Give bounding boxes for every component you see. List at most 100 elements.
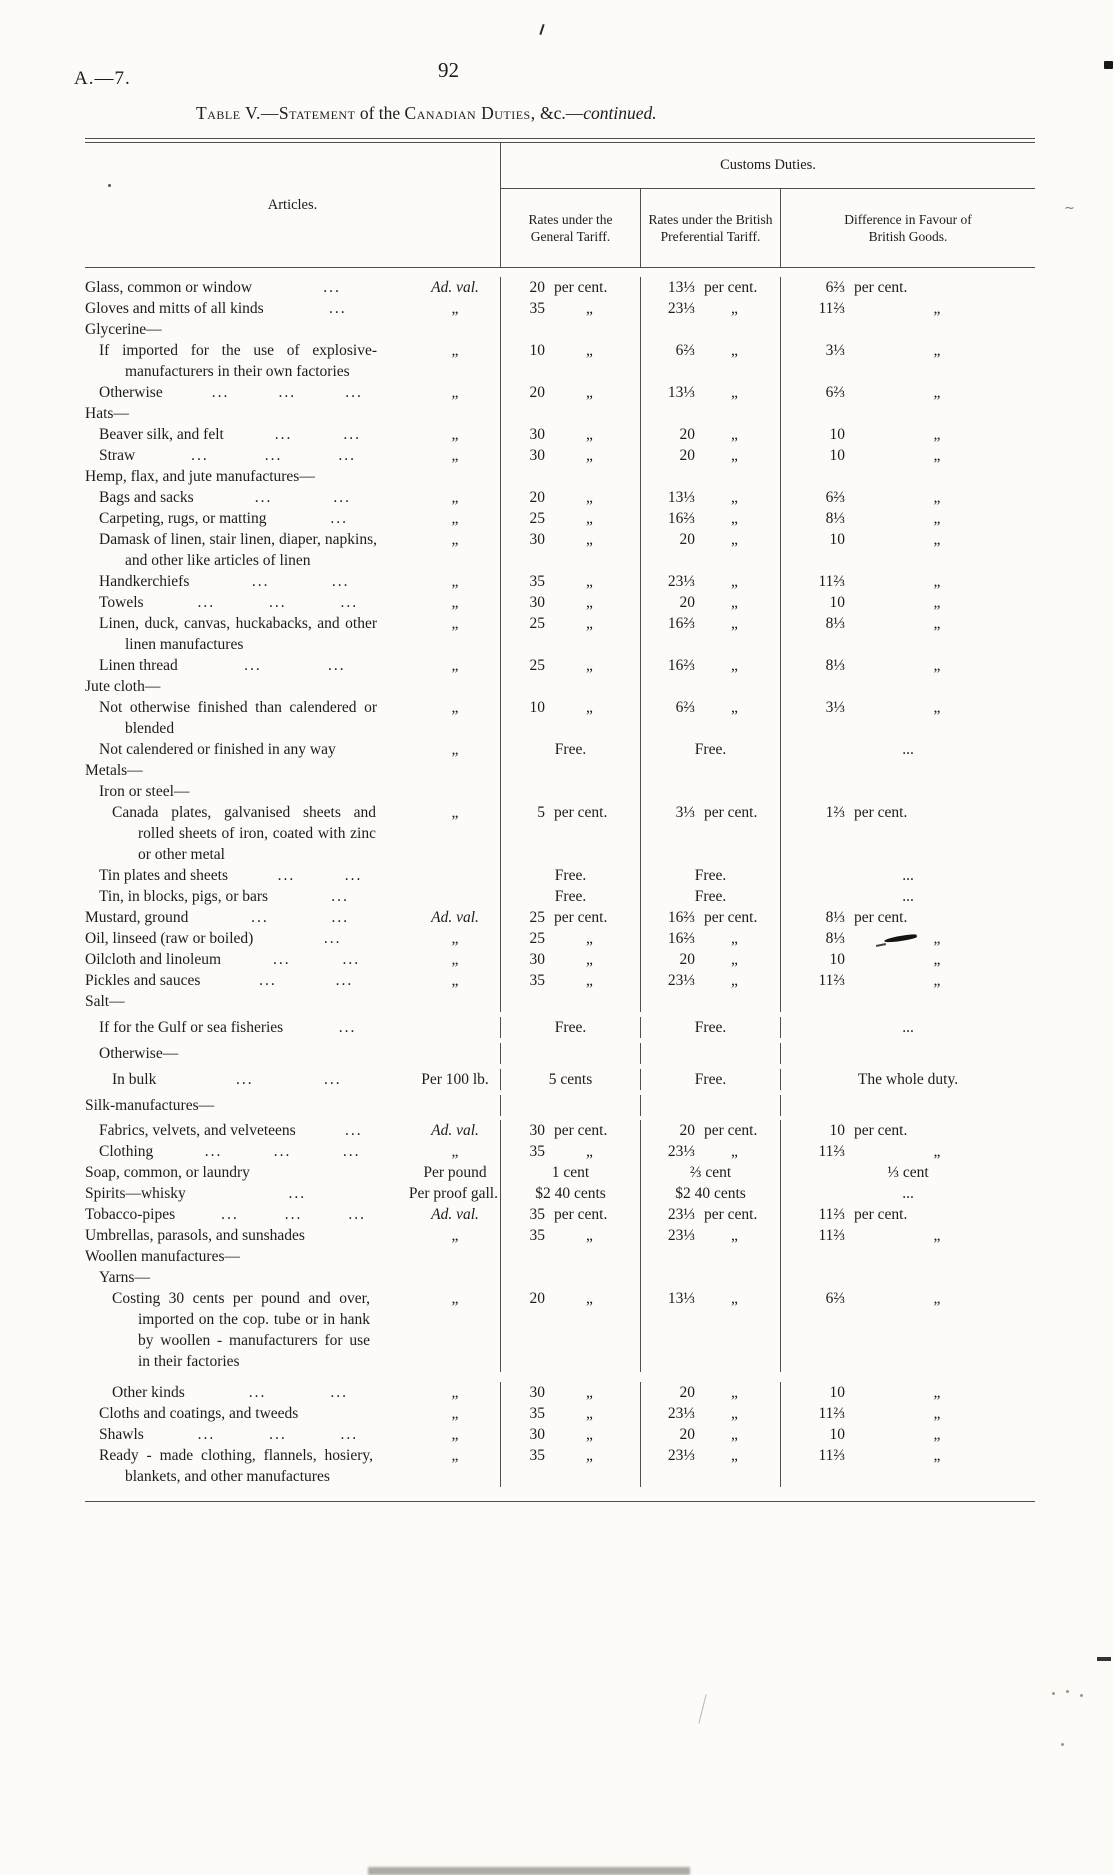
general-tariff-cell: Free. bbox=[500, 865, 640, 886]
difference-cell: 6⅔ „ bbox=[780, 487, 1035, 508]
article-label: Beaver silk, and felt bbox=[99, 426, 224, 443]
rate-unit: „ bbox=[933, 426, 941, 443]
general-tariff-cell: 35 „ bbox=[500, 970, 640, 991]
dot-leaders: ... bbox=[186, 1183, 409, 1204]
article-label: If for the Gulf or sea fisheries bbox=[99, 1019, 284, 1036]
rate-value: 30 bbox=[529, 1384, 546, 1401]
rate-unit: „ bbox=[731, 1290, 738, 1307]
rate-unit: „ bbox=[731, 1405, 738, 1422]
preferential-tariff-cell: 23⅓ „ bbox=[640, 1141, 780, 1162]
article-label: Glycerine— bbox=[85, 321, 162, 338]
rate-value: 8⅓ bbox=[825, 909, 845, 926]
general-tariff-cell bbox=[500, 319, 640, 340]
dot-leaders: ...... bbox=[178, 655, 412, 676]
dot-leader-group: ... bbox=[251, 573, 270, 590]
dot-leader-group: ... bbox=[342, 1143, 361, 1160]
article-cell: Tin plates and sheets...... bbox=[85, 865, 500, 886]
rate-unit: „ bbox=[731, 1384, 738, 1401]
rate-value: 23⅓ bbox=[667, 1405, 695, 1422]
rate-unit: per cent. bbox=[554, 279, 608, 296]
article-label: Jute cloth— bbox=[85, 678, 161, 695]
rate-value: 23⅓ bbox=[667, 1447, 695, 1464]
rate-value: 10 bbox=[829, 1426, 846, 1443]
difference-cell bbox=[780, 1246, 1035, 1267]
preferential-tariff-cell bbox=[640, 991, 780, 1012]
preferential-tariff-cell bbox=[640, 1246, 780, 1267]
table-row: Damask of linen, stair linen, diaper, na… bbox=[85, 529, 1035, 571]
difference-cell: 10 „ bbox=[780, 1382, 1035, 1403]
rate-unit: „ bbox=[731, 510, 738, 527]
dot-leaders: ... bbox=[266, 508, 412, 529]
difference-cell: 3⅓ „ bbox=[780, 340, 1035, 382]
article-label: Shawls bbox=[99, 1426, 144, 1443]
rate-value: 25 bbox=[529, 510, 546, 527]
rate-unit: „ bbox=[586, 594, 593, 611]
general-tariff-cell: Free. bbox=[500, 886, 640, 907]
rate-unit: „ bbox=[586, 342, 593, 359]
article-cell: Gloves and mitts of all kinds... „ bbox=[85, 298, 500, 319]
rate-basis: „ bbox=[451, 384, 459, 401]
title-segment: of the bbox=[355, 103, 405, 123]
table-row: Shawls......... „ 30 „ 20 „ 10 „ bbox=[85, 1424, 1035, 1445]
rate-value: 10 bbox=[829, 594, 846, 611]
preferential-tariff-cell: 20 per cent. bbox=[640, 1120, 780, 1141]
rate-value: 35 bbox=[529, 1405, 546, 1422]
rate-unit: „ bbox=[586, 573, 593, 590]
article-cell: If imported for the use of explosive-man… bbox=[85, 340, 500, 382]
article-label: Not otherwise finished than calendered o… bbox=[99, 699, 377, 737]
article-label: Carpeting, rugs, or matting bbox=[99, 510, 267, 527]
article-cell: Not calendered or finished in any way „ bbox=[85, 739, 500, 760]
difference-cell: 11⅔ „ bbox=[780, 1445, 1035, 1487]
general-tariff-cell: Free. bbox=[500, 1017, 640, 1038]
rate-value: 20 bbox=[679, 594, 696, 611]
dot-leader-group: ... bbox=[268, 594, 287, 611]
rate-unit: per cent. bbox=[554, 1206, 608, 1223]
dot-leader-group: ... bbox=[284, 1206, 303, 1223]
rate-basis: „ bbox=[451, 510, 459, 527]
dot-leader-group: ... bbox=[191, 447, 209, 464]
article-cell: Carpeting, rugs, or matting... „ bbox=[85, 508, 500, 529]
rate-value: 6⅔ bbox=[825, 1290, 845, 1307]
rate-basis: „ bbox=[451, 342, 459, 359]
scan-mark-speck bbox=[1066, 1690, 1069, 1693]
rate-value: 30 bbox=[529, 594, 546, 611]
rate-value: 10 bbox=[829, 1384, 846, 1401]
preferential-tariff-cell: 20 „ bbox=[640, 529, 780, 571]
title-segment: &c.— bbox=[535, 103, 584, 123]
article-cell: Oilcloth and linoleum...... „ bbox=[85, 949, 500, 970]
rate-value: 8⅓ bbox=[825, 930, 845, 947]
article-cell: Ready - made clothing, flannels, hosiery… bbox=[85, 1445, 500, 1487]
rate-unit: per cent. bbox=[854, 1122, 908, 1139]
article-label: Ready - made clothing, flannels, hosiery… bbox=[99, 1447, 373, 1485]
rate-value: 10 bbox=[829, 447, 846, 464]
rate-value: 8⅓ bbox=[825, 510, 845, 527]
dot-leader-group: ... bbox=[348, 1206, 366, 1223]
rate-unit: per cent. bbox=[704, 1206, 758, 1223]
table-row: Hats— bbox=[85, 403, 1035, 424]
table-row: Handkerchiefs...... „ 35 „ 23⅓ „ 11⅔ „ bbox=[85, 571, 1035, 592]
article-cell: Oil, linseed (raw or boiled)... „ bbox=[85, 928, 500, 949]
article-cell: Shawls......... „ bbox=[85, 1424, 500, 1445]
general-tariff-cell: 30 „ bbox=[500, 592, 640, 613]
dot-leader-group: ... bbox=[269, 1426, 287, 1443]
article-label: If imported for the use of explosive-man… bbox=[99, 342, 377, 380]
general-tariff-cell: Free. bbox=[500, 739, 640, 760]
general-tariff-cell: 35 „ bbox=[500, 1445, 640, 1487]
rate-unit: „ bbox=[731, 426, 738, 443]
dot-leader-group: ... bbox=[278, 384, 297, 401]
difference-cell: ... bbox=[780, 739, 1035, 760]
rate-value: 6⅔ bbox=[675, 342, 695, 359]
general-tariff-cell: $2 40 cents bbox=[500, 1183, 640, 1204]
general-tariff-cell: 35 „ bbox=[500, 1403, 640, 1424]
rate-value: 10 bbox=[829, 426, 846, 443]
preferential-tariff-cell: 6⅔ „ bbox=[640, 340, 780, 382]
rate-unit: „ bbox=[933, 1405, 941, 1422]
general-tariff-cell: 30 „ bbox=[500, 949, 640, 970]
column-header-difference: Difference in Favour of British Goods. bbox=[780, 189, 1035, 267]
rate-basis: „ bbox=[451, 1405, 459, 1422]
dot-leader-group: ... bbox=[323, 1071, 342, 1088]
article-cell: Beaver silk, and felt...... „ bbox=[85, 424, 500, 445]
article-cell: Cloths and coatings, and tweeds „ bbox=[85, 1403, 500, 1424]
dot-leader-group: ... bbox=[338, 447, 356, 464]
rate-unit: „ bbox=[586, 447, 593, 464]
